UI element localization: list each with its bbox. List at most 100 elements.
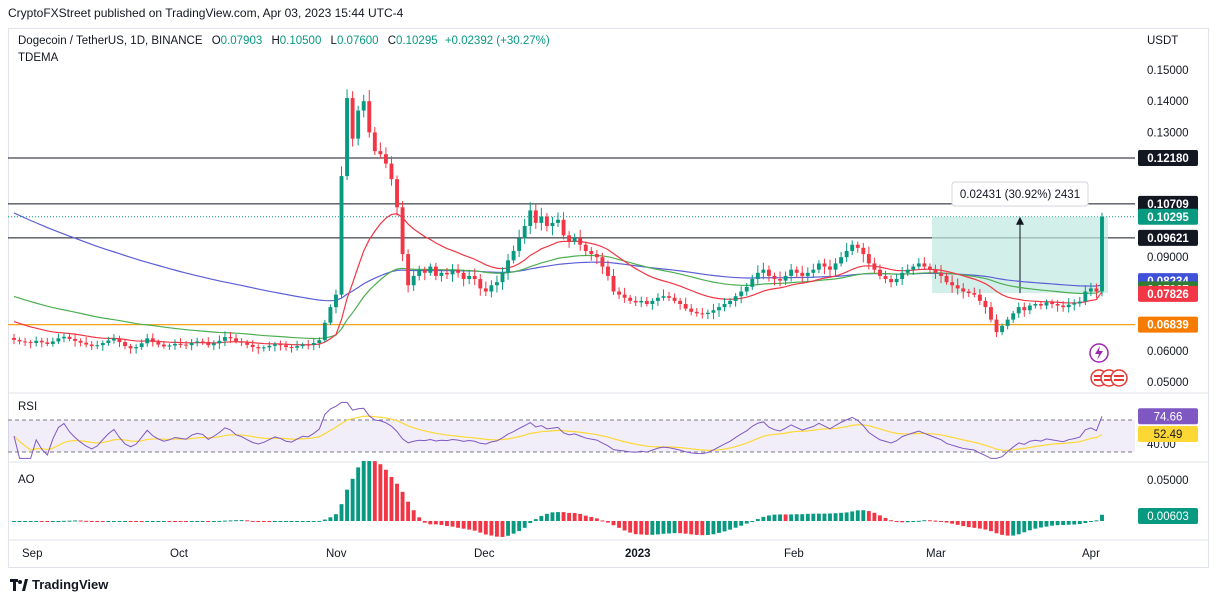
ema-line-red bbox=[13, 213, 1103, 346]
candle-body bbox=[916, 263, 921, 267]
ao-bar bbox=[123, 521, 127, 522]
tag-layer: 0.121800.107090.102950.096210.082340.079… bbox=[1138, 149, 1198, 524]
price-tag-label: 0.07826 bbox=[1147, 289, 1189, 301]
ao-bar bbox=[106, 521, 111, 522]
rsi-layer bbox=[8, 401, 1135, 459]
candle-body bbox=[639, 300, 644, 303]
rsi-ma-label: 52.49 bbox=[1154, 429, 1183, 441]
ao-bar bbox=[483, 521, 488, 535]
candle-body bbox=[472, 275, 477, 280]
ao-bar bbox=[178, 521, 183, 522]
candle-body bbox=[345, 98, 350, 177]
ao-bar bbox=[1011, 521, 1016, 536]
icon-layer bbox=[1089, 343, 1128, 387]
x-tick-label: Sep bbox=[22, 548, 42, 560]
flag-icon bbox=[1110, 369, 1128, 387]
ao-bar bbox=[927, 520, 932, 522]
candle-body bbox=[56, 338, 61, 342]
rsi-ma-line bbox=[13, 415, 1103, 451]
ao-bar bbox=[794, 514, 799, 521]
candle-body bbox=[572, 238, 577, 242]
ao-bar bbox=[200, 521, 205, 522]
ao-pane-label[interactable]: AO bbox=[18, 474, 35, 486]
ao-bar bbox=[300, 521, 305, 522]
ao-layer bbox=[12, 461, 1104, 537]
candle-body bbox=[62, 336, 66, 339]
candle-body bbox=[50, 341, 55, 344]
candle-body bbox=[739, 291, 744, 297]
candle-body bbox=[556, 219, 560, 223]
candle-body bbox=[955, 285, 960, 289]
ao-bar bbox=[1044, 521, 1049, 527]
ao-bar bbox=[994, 521, 999, 534]
ao-bar bbox=[245, 520, 250, 522]
candle-body bbox=[1033, 304, 1038, 306]
candle-body bbox=[123, 342, 127, 347]
candle-body bbox=[700, 313, 705, 315]
low-value: 0.07600 bbox=[336, 35, 379, 47]
ao-bar bbox=[339, 504, 344, 521]
candle-body bbox=[222, 337, 227, 341]
flag-stripe bbox=[1094, 375, 1104, 377]
price-tag-label: 0.09621 bbox=[1147, 233, 1189, 245]
candle-body bbox=[189, 342, 194, 346]
rsi-pane-label[interactable]: RSI bbox=[18, 401, 38, 413]
ao-bar bbox=[117, 521, 122, 522]
ao-bar bbox=[528, 521, 533, 524]
ao-bar bbox=[289, 521, 294, 522]
candle-body bbox=[633, 300, 638, 303]
ao-bar bbox=[933, 520, 938, 522]
candle-body bbox=[722, 304, 727, 308]
ao-bar bbox=[461, 521, 466, 529]
ao-bar bbox=[1094, 520, 1099, 522]
candle-body bbox=[933, 269, 938, 273]
candle-body bbox=[372, 132, 377, 152]
candle-body bbox=[161, 344, 166, 347]
price-tag bbox=[1138, 316, 1198, 333]
ao-bar bbox=[1055, 521, 1060, 526]
ao-bar bbox=[267, 521, 272, 523]
ao-bar bbox=[73, 520, 78, 522]
ao-bar bbox=[850, 511, 855, 521]
candle-body bbox=[250, 344, 255, 348]
indicator-legend[interactable]: TDEMA bbox=[18, 52, 59, 64]
candle-body bbox=[284, 345, 288, 348]
candle-body bbox=[672, 297, 677, 301]
candle-body bbox=[778, 279, 782, 281]
candle-body bbox=[239, 341, 244, 343]
candle-body bbox=[705, 312, 710, 314]
ao-bar bbox=[700, 521, 705, 536]
ao-bar bbox=[406, 501, 411, 521]
ao-bar bbox=[1100, 514, 1104, 521]
candle-body bbox=[1050, 302, 1054, 304]
ao-bar bbox=[206, 521, 211, 522]
ao-bar bbox=[556, 512, 560, 521]
candle-body bbox=[73, 338, 78, 341]
ao-bar bbox=[544, 513, 549, 521]
ao-bar bbox=[789, 514, 794, 521]
y-tick-label: 0.14000 bbox=[1147, 96, 1189, 108]
candle-body bbox=[950, 282, 955, 286]
currency-label: USDT bbox=[1147, 35, 1178, 47]
axis-layer: USDT 0.15000 0.14000 0.13000 0.09000 0.06000 0… bbox=[22, 35, 1189, 560]
candle-body bbox=[89, 344, 94, 347]
ao-bar bbox=[550, 512, 555, 521]
ao-bar bbox=[39, 521, 44, 522]
candle-body bbox=[334, 294, 338, 308]
candle-body bbox=[567, 235, 572, 242]
ao-bar bbox=[184, 521, 189, 522]
ao-bar bbox=[1088, 521, 1093, 522]
candle-body bbox=[1038, 304, 1043, 306]
ao-bar bbox=[372, 461, 377, 521]
ao-bar bbox=[150, 521, 155, 522]
ao-bar bbox=[639, 521, 644, 535]
ao-bar bbox=[755, 519, 760, 521]
candle-body bbox=[894, 279, 899, 283]
ao-bar bbox=[633, 521, 638, 535]
ao-bar bbox=[722, 521, 727, 532]
candle-body bbox=[661, 296, 666, 298]
candle-body bbox=[772, 275, 777, 280]
candle-body bbox=[428, 266, 433, 273]
y-tick-label: 0.13000 bbox=[1147, 127, 1189, 139]
